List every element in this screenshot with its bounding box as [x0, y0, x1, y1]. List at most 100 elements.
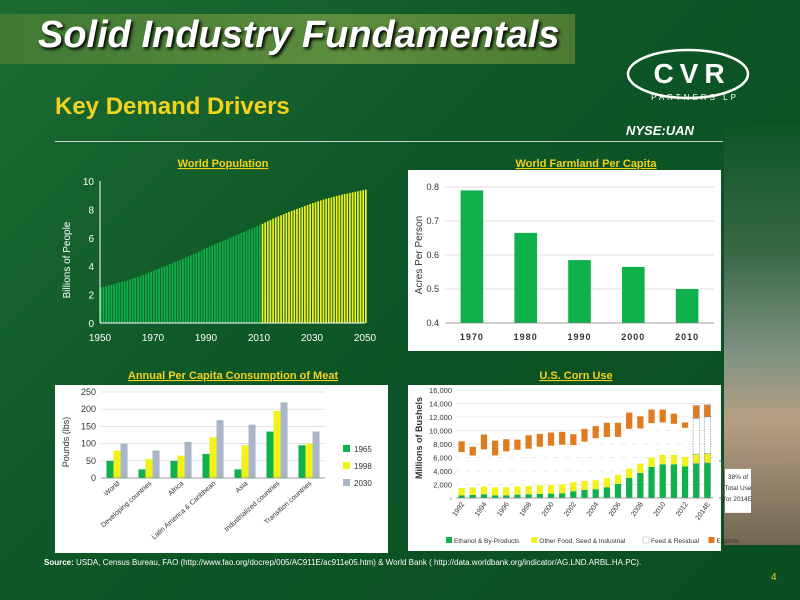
corn-bar-segment	[503, 451, 510, 488]
corn-bar-segment	[614, 422, 622, 437]
annotation-line: 38% of	[728, 474, 748, 481]
meat-bar-1965	[202, 453, 210, 478]
population-bar	[357, 191, 359, 323]
corn-bar-segment	[480, 449, 488, 487]
y-tick-label: 10	[83, 177, 95, 188]
population-bar	[272, 218, 274, 323]
population-bar	[227, 238, 229, 323]
corn-bar-segment	[692, 405, 700, 419]
corn-bar-segment	[570, 445, 577, 483]
population-bar	[110, 284, 113, 323]
meat-bar-1998	[241, 445, 249, 478]
population-bar	[176, 260, 179, 323]
x-tick-label: World	[103, 480, 121, 497]
x-tick-label: 1992	[452, 501, 467, 518]
x-tick-label: 1996	[496, 501, 511, 518]
chart-title: World Farmland Per Capita	[516, 158, 658, 170]
corn-bar-segment	[570, 434, 577, 446]
population-bar	[277, 216, 280, 323]
population-bar	[206, 247, 208, 323]
y-axis-label: Pounds (lbs)	[61, 417, 71, 468]
population-bar	[282, 214, 285, 323]
world-population-chart: World Population Billions of People 0 2 4 6…	[62, 158, 377, 344]
meat-bar-2030	[184, 441, 192, 478]
y-axis-label: Billions of People	[62, 221, 73, 298]
population-bar	[158, 268, 160, 323]
x-tick-label: Industrialized countries	[223, 480, 281, 533]
population-bar	[203, 249, 206, 323]
population-bar	[365, 189, 367, 323]
slide-subtitle: Key Demand Drivers	[55, 93, 290, 120]
population-bar	[182, 258, 184, 323]
y-tick-label: 100	[81, 439, 96, 449]
corn-bar-segment	[603, 487, 610, 498]
population-bar	[304, 205, 306, 323]
meat-bar-1965	[234, 469, 242, 478]
chart-title: Annual Per Capita Consumption of Meat	[128, 370, 339, 382]
corn-bar-segment	[503, 495, 510, 498]
y-tick-label: 0.4	[426, 318, 439, 328]
corn-bar-segment	[681, 456, 689, 467]
corn-bar-segment	[581, 441, 588, 481]
world-farmland-per-capita-chart: World Farmland Per Capita Acres Per Pers…	[414, 158, 714, 342]
corn-bar-segment	[681, 466, 689, 498]
corn-bar-segment	[514, 439, 521, 450]
corn-bar-segment	[491, 455, 499, 488]
meat-bar-1998	[209, 437, 217, 478]
x-tick-label: 2014E	[695, 501, 713, 522]
x-tick-label: Latin America & Caribbean	[151, 480, 218, 541]
legend-label: 1998	[354, 462, 372, 471]
corn-bar-segment	[525, 448, 532, 486]
corn-bar-segment	[559, 484, 566, 494]
x-tick-label: Africa	[167, 480, 185, 497]
population-bar	[314, 202, 317, 323]
annotation-bracket	[719, 460, 723, 499]
y-tick-label: 12,000	[429, 413, 452, 422]
population-bar	[174, 262, 176, 323]
x-tick-label: 1994	[474, 501, 489, 518]
corn-bar-segment	[458, 487, 465, 496]
population-bar	[171, 263, 174, 323]
corn-bar-segment	[536, 485, 543, 494]
annotation-line: Total Use	[724, 485, 751, 492]
farmland-bar	[622, 266, 645, 323]
meat-bar-2030	[216, 420, 224, 478]
meat-bar-1998	[145, 459, 153, 478]
x-tick-label: 2000	[621, 332, 645, 342]
population-bar	[190, 255, 192, 323]
population-bar	[253, 227, 256, 323]
population-bar	[126, 280, 129, 323]
corn-bar-segment	[614, 474, 622, 484]
population-bar	[147, 272, 150, 323]
corn-bar-segment	[581, 489, 588, 498]
corn-bar-segment	[637, 428, 644, 464]
population-bar	[346, 193, 349, 323]
y-tick-label: 0.6	[426, 250, 439, 260]
corn-bar-segment	[581, 480, 588, 490]
population-bar	[137, 276, 139, 323]
corn-bar-segment	[469, 455, 476, 488]
population-bar	[274, 217, 277, 323]
y-tick-label: 16,000	[429, 386, 452, 395]
y-tick-label: 6	[88, 234, 94, 245]
x-tick-label: 2006	[608, 501, 623, 518]
population-bar	[107, 285, 110, 323]
y-tick-label: 50	[86, 456, 96, 466]
population-bar	[168, 264, 171, 323]
corn-bar-segment	[570, 491, 577, 498]
population-bar	[123, 281, 126, 323]
population-bar	[280, 215, 282, 323]
population-bar	[113, 283, 115, 323]
y-tick-label: 0	[91, 473, 96, 483]
chart-title: World Population	[178, 158, 269, 170]
population-bar	[139, 276, 142, 323]
corn-bar-segment	[681, 427, 689, 457]
x-tick-label: 1998	[519, 501, 534, 518]
population-bar	[330, 197, 333, 323]
population-bar	[232, 236, 235, 323]
y-tick-label: 0.5	[426, 284, 439, 294]
y-tick-label: 8,000	[433, 440, 452, 449]
population-bar	[200, 250, 203, 323]
population-bar	[325, 198, 327, 323]
corn-bar-segment	[469, 446, 476, 456]
